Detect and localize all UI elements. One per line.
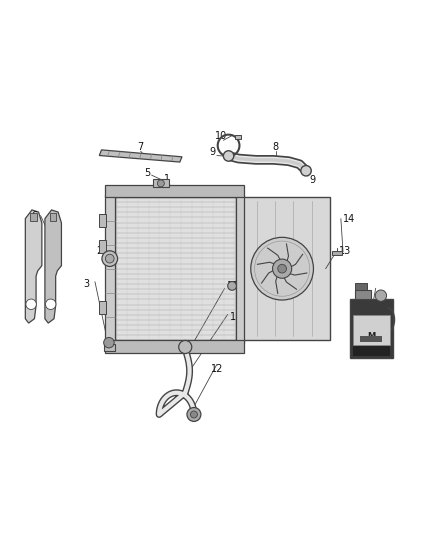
Text: 15: 15 [365,303,378,313]
Text: 7: 7 [138,142,144,152]
Circle shape [375,290,387,301]
Bar [353,346,390,356]
Bar [105,341,244,353]
Bar [237,195,244,343]
Circle shape [191,411,198,418]
Text: 3: 3 [83,279,89,289]
Text: 8: 8 [272,142,279,152]
Circle shape [157,180,164,187]
Text: 14: 14 [343,214,355,224]
Bar [353,316,390,345]
Circle shape [228,281,237,290]
Text: 1: 1 [164,174,170,184]
Bar [30,213,37,221]
Circle shape [251,237,314,300]
Text: 10: 10 [215,131,227,141]
Circle shape [223,151,234,161]
Bar [105,184,244,197]
Circle shape [278,264,286,273]
Circle shape [272,259,292,278]
Bar [50,213,57,221]
Circle shape [301,166,311,176]
Polygon shape [25,210,42,323]
Bar [239,197,330,341]
Bar [99,240,106,254]
Circle shape [187,408,201,422]
Text: 9: 9 [209,147,215,157]
Text: 6: 6 [31,212,37,221]
Bar [115,197,237,341]
Bar [235,135,241,139]
Circle shape [46,299,56,310]
Circle shape [102,251,117,266]
Bar [332,251,342,255]
Text: M: M [367,332,375,341]
Circle shape [106,254,114,263]
Text: 4: 4 [239,277,245,287]
Text: 11: 11 [230,312,242,321]
Text: 5: 5 [144,168,150,178]
Circle shape [26,299,36,310]
Bar [355,289,371,299]
Polygon shape [45,210,61,323]
Text: 12: 12 [227,281,239,291]
Bar [355,284,367,289]
Polygon shape [99,150,182,162]
Bar [104,344,115,351]
Bar [99,301,106,314]
Circle shape [179,341,192,353]
Text: 2: 2 [96,246,102,256]
Bar [99,214,106,228]
Text: 12: 12 [211,364,223,374]
Circle shape [104,337,114,348]
Bar [360,336,382,342]
Text: 9: 9 [310,175,316,185]
Bar [105,195,115,343]
Bar [350,299,393,358]
Text: 13: 13 [339,246,351,256]
Bar [153,180,169,187]
